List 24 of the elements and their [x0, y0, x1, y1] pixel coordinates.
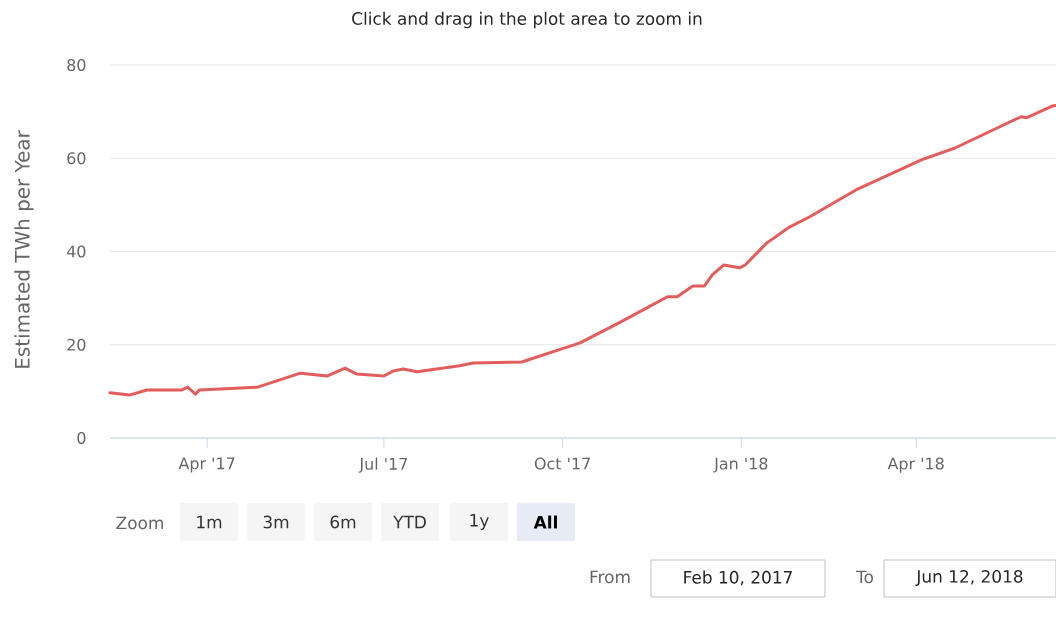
chart-title: Click and drag in the plot area to zoom in	[352, 11, 702, 29]
y-tick-label: 20	[67, 338, 86, 351]
x-tick-label: Apr '18	[887, 457, 944, 473]
text: Jun 12, 2018	[915, 570, 1023, 586]
x-tick-label: Oct '17	[534, 457, 590, 470]
text: Zoom	[116, 516, 163, 530]
text: Feb 10, 2017	[684, 570, 792, 586]
text: 6m	[330, 515, 356, 529]
text: 3m	[263, 515, 289, 529]
text: From	[590, 570, 630, 584]
y-tick-label: 40	[66, 245, 86, 258]
x-tick-label: Jan '18	[713, 457, 768, 473]
text: 1m	[197, 515, 222, 529]
y-tick-label: 80	[67, 58, 86, 72]
text: To	[856, 570, 874, 584]
text: 1y	[470, 514, 489, 530]
line-series	[108, 104, 1056, 397]
text: All	[533, 515, 557, 529]
x-tick-label: Jul '17	[358, 457, 408, 473]
y-tick-label: 60	[67, 152, 86, 165]
y-axis-title: Estimated TWh per Year	[14, 130, 34, 368]
y-tick-label: 0	[77, 431, 86, 445]
x-tick-label: Apr '17	[178, 457, 235, 473]
text: YTD	[393, 515, 426, 529]
